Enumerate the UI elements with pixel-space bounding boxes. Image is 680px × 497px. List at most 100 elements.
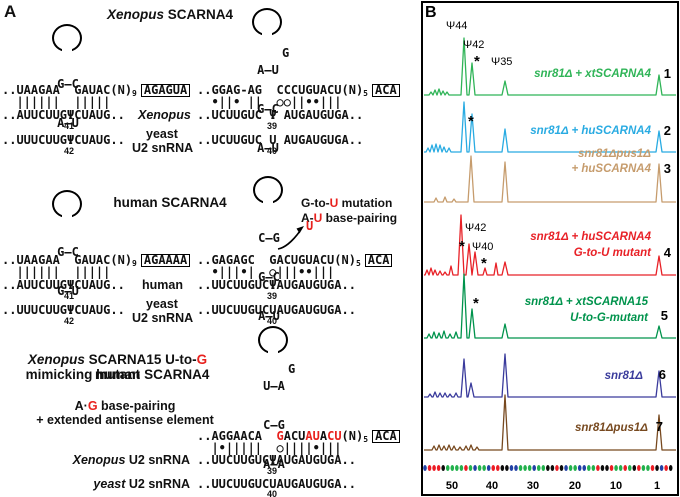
sequence-ladder-dot [582,465,587,471]
bond-symbols: |||||| ||||| [2,265,111,279]
position-number: 42 [64,316,75,326]
sequence-ladder-dot [609,465,614,471]
bond-symbols: •||• || ○○||••||| [197,95,342,109]
sequence-ladder-dot [423,465,427,471]
u2-species-label: Xenopus U2 snRNA [55,453,190,467]
text: base-pairing [97,399,176,413]
trace-5-number: 5 [661,308,668,323]
sequence-text: ACU [283,429,306,443]
psi-peak-label: Ψ42 [463,39,484,51]
sequence-ladder-dot [459,465,464,471]
sequence-ladder-dot [618,465,623,471]
psi-peak-label: Ψ40 [472,241,493,253]
position-number: 39 [267,466,278,476]
trace-4 [424,214,676,276]
trace-3 [424,155,676,203]
u2-sequence: ..AUUCUUGΨCUAUG.. [2,108,125,122]
sequence-ladder-dot [655,465,659,471]
trace-4-label: snr81Δ + huSCARNA4 [530,231,651,243]
u2-sequence: ..UCUUGUC Ψ AUGAUGUGA.. [197,108,364,122]
structure2-title: human SCARNA4 [113,195,227,210]
text: A- [301,211,314,225]
structure1-title-species: Xenopus [106,7,164,22]
base-pair: G—U [57,284,79,298]
structure3-title-line1: Xenopus SCARNA15 U-to-G mutant [5,352,230,382]
sequence-ladder-dot [550,465,555,471]
sequence-ladder-dot [450,465,455,471]
position-number: 41 [64,121,75,131]
sequence-ladder-dot [505,465,509,471]
species-label: Xenopus [138,108,191,122]
sequence-ladder-dot [568,465,573,471]
hairpin-loop [253,176,283,204]
text: mutation [338,196,393,210]
position-number: 42 [64,146,75,156]
mutated-base: U [313,211,323,225]
u2-sequence: ..UUUCUUGΨCUAUG.. [2,303,125,317]
base-pair: A—U [257,141,279,155]
box-element: ACA [372,430,400,443]
text: U2 snRNA [125,453,190,467]
asterisk-peak-label: * [474,53,480,70]
trace-3-label: + huSCARNA4 [571,163,651,175]
sequence-ladder-dot [637,465,641,471]
base-pair: G—C [57,77,79,91]
sequence-ladder-dot [596,465,600,471]
trace-5-label: snr81Δ + xtSCARNA15 [525,296,649,308]
sequence-ladder-dot [668,465,673,471]
sequence-ladder-dot [546,465,550,471]
sequence-text: ..UAAGAA GAUAC(N) [2,253,133,267]
scarna-sequence: ..UAAGAA GAUAC(N)9 AGAGUA [2,84,191,100]
sequence-ladder-dot [650,465,655,471]
bulge-base: G [282,46,290,60]
mutation-arrow [277,226,304,250]
trace-1-number: 1 [664,66,671,81]
trace-7 [424,394,676,451]
sequence-ladder-dot [477,465,482,471]
structure3-title-line2: mimicking human SCARNA4 [25,367,210,382]
sequence-ladder-dot [600,465,605,471]
structure2-right-stem: C—G G—C A—U [239,208,299,349]
sequence-ladder-dot [532,465,536,471]
sequence-ladder-dot [587,465,591,471]
trace-6-number: 6 [659,367,666,382]
trace-7-label: snr81Δpus1Δ [575,422,648,434]
structure3-stem: U—A C—G A—A G—C G—C [244,356,304,497]
sequence-text: ..GAGAGC GACUGUACU(N) [197,253,356,267]
species: yeast [93,477,126,491]
mutated-base: G [276,429,284,443]
mutated-base-u: U [306,219,314,233]
antisense-note: + extended antisense element [36,413,214,427]
trace-2-number: 2 [664,123,671,138]
scarna-sequence: ..GAGAGC GACUGUACU(N)5 ACA [197,253,393,270]
mutated-base: AU [305,429,320,443]
trace-2 [424,101,676,153]
rna-label: U2 snRNA [132,311,194,325]
subscript: 9 [132,89,137,98]
position-number: 40 [267,316,278,326]
panel-a-label: A [4,2,17,21]
sequence-ladder-dot [527,465,532,471]
mutation-note-line1: G-to-U mutation [301,196,392,210]
trace-5 [424,273,676,339]
bond-symbols: |||||| ||||| [2,95,111,109]
sequence-ladder-dot [559,465,564,471]
psi-peak-label: Ψ44 [446,20,467,32]
box-element: ACA [364,254,393,267]
scarna-sequence: ..UAAGAA GAUAC(N)9 AGAAAA [2,253,191,270]
sequence-ladder-dot [500,465,505,471]
sequence-ladder-dot [659,465,664,471]
structure1-title-rest: SCARNA4 [164,7,234,22]
trace-2-label: snr81Δ + huSCARNA4 [530,125,651,137]
psi-peak-label: Ψ42 [465,222,486,234]
structure1-right-stem: A—U G—C A—U [238,40,298,181]
base-pair: C—G [258,231,280,245]
sequence-ladder-dot [509,465,514,471]
position-number: 39 [267,121,278,131]
subscript: 9 [132,259,137,268]
hairpin-loop [52,190,82,218]
sequence-text: ..GGAG-AG CCCUGUACU(N) [197,83,364,97]
sequence-text: ..AGGAACA [197,429,277,443]
trace-4-number: 4 [664,245,672,260]
